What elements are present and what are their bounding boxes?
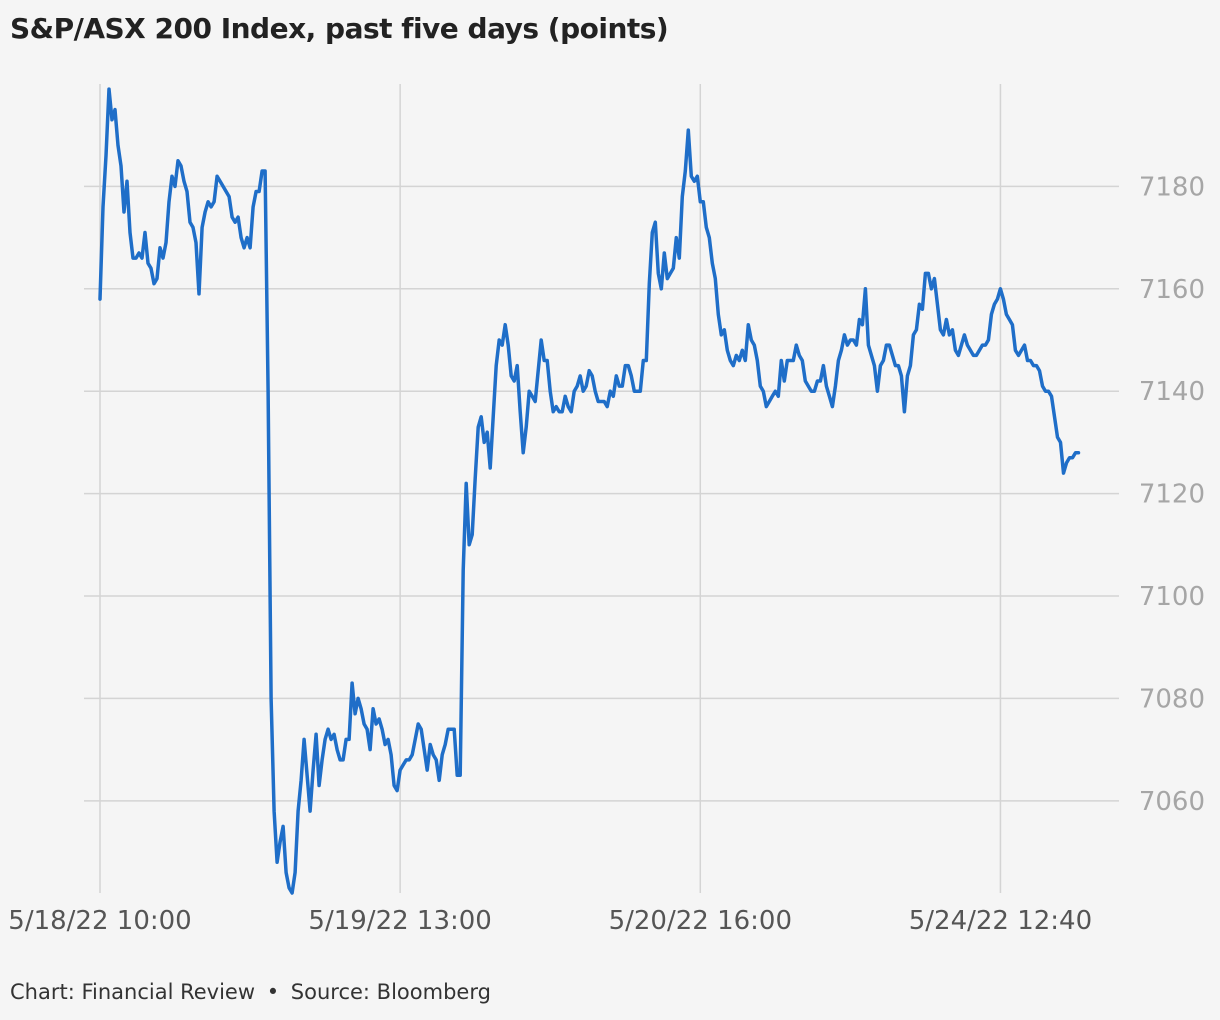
x-tick-label: 5/19/22 13:00 <box>308 906 491 936</box>
y-tick-label: 7120 <box>1139 480 1205 510</box>
chart-title: S&P/ASX 200 Index, past five days (point… <box>10 12 669 45</box>
y-axis-tick-labels: 7060 7080 7100 7120 7140 7160 7180 <box>1139 172 1205 816</box>
vertical-gridlines <box>99 84 1002 893</box>
y-tick-label: 7060 <box>1139 787 1205 817</box>
y-tick-label: 7180 <box>1139 172 1205 202</box>
y-tick-label: 7160 <box>1139 275 1205 305</box>
series-layer <box>98 87 1081 895</box>
x-axis-tick-labels: 5/18/22 10:00 5/19/22 13:00 5/20/22 16:00 5… <box>8 906 1092 936</box>
chart-credit: Chart: Financial Review <box>10 980 256 1004</box>
x-tick-label: 5/18/22 10:00 <box>8 906 191 936</box>
series-line <box>98 87 1081 895</box>
y-tick-label: 7100 <box>1139 582 1205 612</box>
horizontal-gridlines <box>84 185 1119 802</box>
footer-separator: • <box>266 980 280 1004</box>
source-credit: Source: Bloomberg <box>290 980 491 1004</box>
y-tick-label: 7080 <box>1139 684 1205 714</box>
line-chart: 7060 7080 7100 7120 7140 7160 7180 5/18/22 10:… <box>8 84 1205 936</box>
x-tick-label: 5/20/22 16:00 <box>609 906 792 936</box>
y-tick-label: 7140 <box>1139 377 1205 407</box>
chart-footer: Chart: Financial Review • Source: Bloomb… <box>10 980 491 1004</box>
x-tick-label: 5/24/22 12:40 <box>909 906 1092 936</box>
